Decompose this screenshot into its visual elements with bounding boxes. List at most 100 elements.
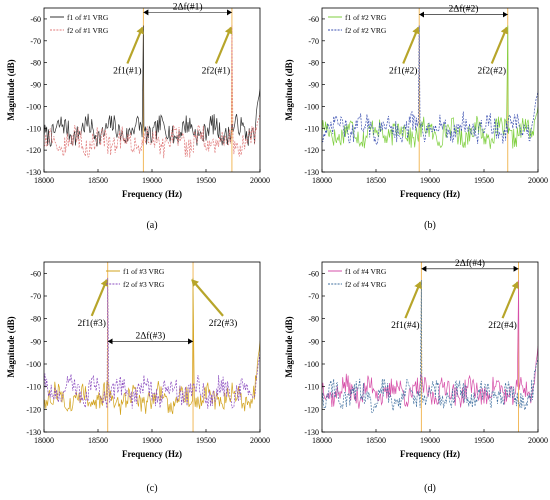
y-tick-label: -70 [30, 292, 41, 301]
y-tick-label: -60 [30, 269, 41, 278]
y-axis-label: Magnitude (dB) [6, 316, 16, 377]
y-tick-label: -130 [304, 428, 319, 437]
x-tick-label: 20000 [528, 176, 548, 185]
x-tick-label: 20000 [528, 436, 548, 445]
y-tick-label: -100 [26, 360, 41, 369]
x-tick-label: 18000 [312, 436, 332, 445]
y-tick-label: -90 [308, 81, 319, 90]
y-tick-label: -70 [30, 37, 41, 46]
y-tick-label: -70 [308, 37, 319, 46]
peak-label: 2f1(#1) [113, 65, 142, 76]
y-tick-label: -120 [26, 146, 41, 155]
x-axis-label: Frequency (Hz) [400, 449, 460, 459]
peak-label: 2f1(#4) [391, 320, 420, 331]
y-tick-label: -70 [308, 292, 319, 301]
panel-caption: (b) [424, 220, 436, 231]
series-line [44, 277, 260, 415]
peak-arrow [404, 281, 422, 319]
y-tick-label: -90 [308, 337, 319, 346]
y-tick-label: -80 [30, 315, 41, 324]
series-line [322, 25, 538, 149]
x-tick-label: 18500 [366, 436, 386, 445]
y-tick-label: -110 [305, 124, 319, 133]
x-tick-label: 20000 [250, 436, 270, 445]
legend-entry: f2 of #4 VRG [345, 280, 387, 289]
chart-panel-c: 2Δf(#3) 2f1(#3) 2f2(#3) 18000 18500 19000 195… [6, 261, 270, 494]
y-tick-label: -80 [308, 59, 319, 68]
peak-arrow [90, 278, 109, 317]
x-tick-label: 18000 [34, 436, 54, 445]
peak-label: 2f2(#4) [488, 320, 517, 331]
y-tick-label: -60 [308, 15, 319, 24]
peak-label: 2f1(#2) [389, 65, 418, 76]
y-tick-label: -130 [26, 428, 41, 437]
x-tick-label: 19500 [196, 436, 216, 445]
legend-entry: f1 of #1 VRG [67, 13, 109, 22]
peak-arrow [214, 26, 233, 64]
y-tick-label: -130 [26, 168, 41, 177]
x-tick-label: 19000 [420, 436, 440, 445]
chart-panel-b: 2Δf(#2) 2f1(#2) 2f2(#2) 18000 18500 19000 195… [284, 4, 548, 231]
x-axis-label: Frequency (Hz) [122, 189, 182, 199]
x-tick-label: 18500 [366, 176, 386, 185]
delta-label: 2Δf(#2) [449, 4, 479, 15]
x-tick-label: 18000 [34, 176, 54, 185]
legend-entry: f2 of #1 VRG [67, 26, 109, 35]
y-tick-label: -100 [304, 102, 319, 111]
y-tick-label: -100 [26, 102, 41, 111]
peak-label: 2f2(#2) [478, 65, 507, 76]
x-axis-label: Frequency (Hz) [122, 449, 182, 459]
x-tick-label: 19500 [196, 176, 216, 185]
delta-label: 2Δf(#1) [173, 1, 203, 12]
x-tick-label: 19000 [420, 176, 440, 185]
y-tick-label: -120 [26, 405, 41, 414]
y-axis-label: Magnitude (dB) [284, 316, 294, 377]
peak-arrow [490, 26, 509, 64]
x-tick-label: 19500 [474, 176, 494, 185]
x-tick-label: 19500 [474, 436, 494, 445]
delta-label: 2Δf(#3) [135, 330, 165, 341]
x-tick-label: 18500 [88, 176, 108, 185]
y-tick-label: -120 [304, 146, 319, 155]
panel-caption: (a) [146, 220, 157, 231]
x-tick-label: 18500 [88, 436, 108, 445]
y-tick-label: -60 [30, 15, 41, 24]
legend: f1 of #2 VRG f2 of #2 VRG [328, 13, 387, 35]
y-tick-label: -110 [27, 383, 41, 392]
legend-entry: f2 of #3 VRG [123, 280, 165, 289]
legend: f1 of #3 VRG f2 of #3 VRG [106, 267, 165, 289]
y-tick-label: -130 [304, 168, 319, 177]
peak-label: 2f2(#3) [209, 318, 238, 329]
peak-arrow [501, 281, 519, 319]
x-tick-label: 19000 [142, 176, 162, 185]
y-axis-label: Magnitude (dB) [6, 59, 16, 120]
y-tick-label: -110 [305, 383, 319, 392]
y-tick-label: -100 [304, 360, 319, 369]
peak-label: 2f2(#1) [202, 65, 231, 76]
legend-entry: f2 of #2 VRG [345, 26, 387, 35]
y-tick-label: -90 [30, 81, 41, 90]
x-tick-label: 19000 [142, 436, 162, 445]
legend-entry: f1 of #4 VRG [345, 267, 387, 276]
y-tick-label: -60 [308, 269, 319, 278]
y-tick-label: -120 [304, 405, 319, 414]
x-tick-label: 18000 [312, 176, 332, 185]
x-axis-label: Frequency (Hz) [400, 189, 460, 199]
series-line [44, 277, 260, 409]
peak-arrow [402, 26, 420, 64]
chart-panel-d: 2Δf(#4) 2f1(#4) 2f2(#4) 18000 18500 19000 195… [284, 258, 548, 494]
y-axis-label: Magnitude (dB) [284, 59, 294, 120]
series-line [44, 25, 260, 147]
series-line [44, 25, 260, 159]
legend-entry: f1 of #3 VRG [123, 267, 165, 276]
peak-label: 2f1(#3) [77, 318, 106, 329]
series-line [322, 25, 538, 146]
delta-label: 2Δf(#4) [455, 258, 485, 269]
series-line [322, 280, 538, 413]
y-tick-label: -90 [30, 337, 41, 346]
peak-arrow [191, 279, 224, 317]
y-tick-label: -110 [27, 124, 41, 133]
panel-caption: (c) [146, 483, 157, 494]
legend: f1 of #4 VRG f2 of #4 VRG [328, 267, 387, 289]
